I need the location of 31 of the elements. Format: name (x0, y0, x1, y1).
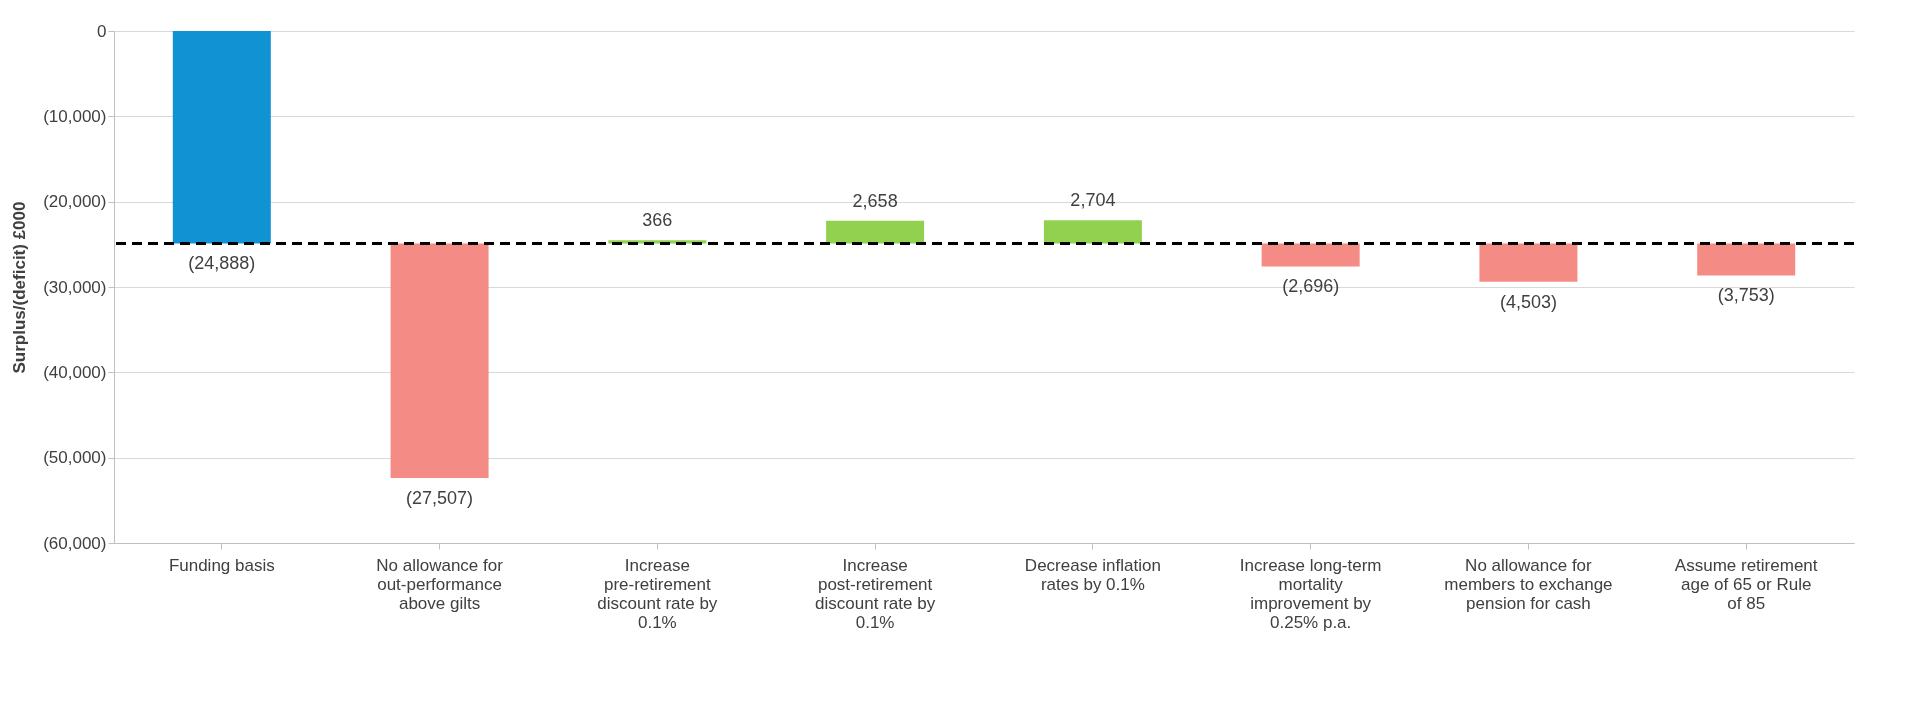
bar (1697, 243, 1796, 276)
data-label: (4,503) (1499, 291, 1557, 312)
bar (826, 220, 925, 244)
y-tick-label: (50,000) (43, 448, 107, 468)
data-label: (24,888) (188, 253, 256, 274)
data-label: 366 (642, 210, 673, 231)
x-tick-label: Increase post-retirement discount rate by 0.1% (815, 555, 936, 632)
x-tick-label: No allowance for out-performance above gilts (376, 555, 504, 613)
y-tick-label: (60,000) (43, 533, 107, 553)
data-label: (3,753) (1717, 285, 1775, 306)
data-label: 2,704 (1070, 190, 1116, 211)
y-axis-title: Surplus/(deficit) £000 (10, 201, 30, 374)
y-tick-label: (40,000) (43, 362, 107, 382)
x-tick-label: Increase long-term mortality improvement by 0.25% p.a. (1239, 555, 1382, 632)
bar (172, 31, 271, 244)
bar (1479, 243, 1578, 282)
x-tick-label: Increase pre-retirement discount rate by 0.1% (597, 555, 718, 632)
x-tick-label: Assume retirement age of 65 or Rule of 85 (1674, 555, 1818, 613)
x-tick-label: Decrease inflation rates by 0.1% (1024, 555, 1161, 594)
x-tick-label: Funding basis (168, 555, 275, 575)
y-tick-label: (20,000) (43, 192, 107, 212)
data-label: (27,507) (406, 488, 474, 509)
bar (390, 243, 489, 479)
data-label: (2,696) (1282, 276, 1340, 297)
x-tick-label: No allowance for members to exchange pension for cash (1444, 555, 1613, 613)
data-label: 2,658 (852, 190, 898, 211)
bar (1043, 220, 1142, 244)
bar (1261, 243, 1360, 267)
y-tick-label: (10,000) (43, 106, 107, 126)
y-tick-label: (30,000) (43, 277, 107, 297)
y-tick-label: 0 (97, 21, 107, 41)
